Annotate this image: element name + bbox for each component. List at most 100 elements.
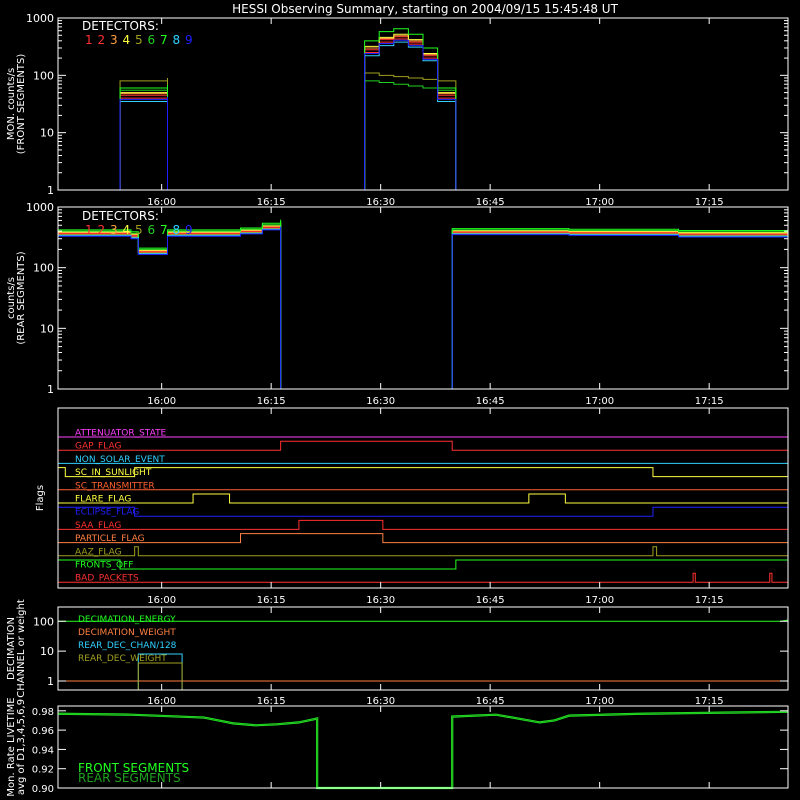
rear-series-det4: [451, 229, 789, 389]
y-tick-label: 1: [47, 383, 54, 396]
rear-series-det4: [58, 222, 282, 389]
y-axis-label: CHANNEL or weight: [16, 599, 27, 698]
x-tick-label: 17:15: [695, 197, 724, 208]
legend-detector-9: 9: [185, 223, 193, 237]
front-series-det2: [119, 92, 168, 190]
y-tick-label: 10: [40, 645, 54, 658]
rear-series-det2: [451, 231, 789, 389]
y-axis-label: MON. counts/s: [6, 68, 17, 140]
rear-series-det2: [58, 224, 282, 389]
y-axis-label: (FRONT SEGMENTS): [16, 54, 27, 155]
front-series-det1: [364, 38, 457, 190]
rear-series-det1: [58, 225, 282, 389]
y-tick-label: 1000: [26, 201, 54, 214]
y-tick-label: 100: [33, 262, 54, 275]
decimation-panel-frame: [57, 606, 789, 691]
flag-label: AAZ_FLAG: [75, 547, 122, 557]
front-series-det3: [364, 35, 457, 190]
rear-series-det6: [58, 221, 282, 389]
front-series-det2: [364, 36, 457, 190]
rear-series-det9: [451, 234, 789, 389]
y-axis-label: DECIMATION: [6, 617, 17, 680]
flag-trace-eclipse_flag: [57, 506, 789, 517]
flag-trace-sc_in_sunlight: [57, 467, 788, 478]
decimation-series-3: [58, 662, 788, 691]
legend-detector-2: 2: [98, 33, 106, 47]
x-tick-label: 16:45: [476, 696, 505, 707]
flag-trace-fronts_off: [57, 559, 789, 570]
y-tick-label: 0.96: [32, 726, 54, 737]
flag-label: NON_SOLAR_EVENT: [75, 455, 165, 465]
livetime-legend-item: FRONT SEGMENTS: [78, 761, 189, 775]
rear-panel-frame: [57, 206, 789, 390]
flag-label: FRONTS_OFF: [75, 561, 133, 571]
x-tick-label: 16:00: [147, 396, 176, 407]
y-tick-label: 10: [40, 322, 54, 335]
y-tick-label: 0.94: [32, 745, 54, 756]
rear-series-det3: [58, 223, 282, 389]
flag-trace-gap_flag: [58, 440, 788, 451]
flag-label: SC_TRANSMITTER: [75, 481, 155, 491]
front-series-det9: [364, 39, 457, 190]
flag-label: ECLIPSE_FLAG: [75, 508, 139, 518]
front-series-det8: [119, 98, 168, 190]
figure-title: HESSI Observing Summary, starting on 200…: [232, 2, 618, 16]
front-series-det4: [364, 33, 457, 190]
flag-trace-bad_packets: [58, 572, 788, 583]
y-tick-label: 100: [33, 615, 54, 628]
legend-detector-6: 6: [148, 33, 156, 47]
legend-detector-1: 1: [85, 223, 93, 237]
front-series-det3: [119, 91, 168, 190]
rear-series-det9: [58, 226, 282, 389]
y-tick-label: 1000: [26, 12, 54, 25]
y-axis-label: counts/s: [6, 277, 17, 319]
y-axis-label: Flags: [35, 485, 46, 511]
x-tick-label: 16:45: [476, 595, 505, 606]
legend-detector-4: 4: [123, 223, 131, 237]
x-tick-label: 16:00: [147, 595, 176, 606]
legend-detector-6: 6: [148, 223, 156, 237]
rear-series-det5: [451, 232, 789, 389]
y-tick-label: 1: [47, 675, 54, 688]
x-tick-label: 16:15: [257, 696, 286, 707]
x-tick-label: 16:00: [147, 197, 176, 208]
flag-label: SC_IN_SUNLIGHT: [75, 468, 152, 478]
front-series-det9: [119, 96, 168, 190]
legend-detector-5: 5: [135, 33, 143, 47]
legend-detector-2: 2: [98, 223, 106, 237]
rear-series-det8: [451, 233, 789, 389]
decimation-legend-item: DECIMATION_WEIGHT: [78, 628, 176, 638]
x-tick-label: 16:30: [366, 197, 395, 208]
x-tick-label: 16:15: [257, 197, 286, 208]
x-tick-label: 16:15: [257, 396, 286, 407]
legend-detector-5: 5: [135, 223, 143, 237]
flag-trace-aaz_flag: [58, 546, 788, 557]
y-tick-label: 0.98: [32, 707, 54, 718]
legend-detector-8: 8: [173, 33, 181, 47]
x-tick-label: 17:00: [585, 396, 614, 407]
flag-label: FLARE_FLAG: [75, 495, 131, 505]
legend-detector-8: 8: [173, 223, 181, 237]
front-series-det6: [119, 87, 168, 190]
flags-panel-frame: [57, 407, 789, 589]
x-tick-label: 16:30: [366, 595, 395, 606]
y-tick-label: 0.92: [32, 765, 54, 776]
legend-detector-3: 3: [110, 223, 118, 237]
x-tick-label: 17:00: [585, 595, 614, 606]
front-series-det7: [119, 84, 168, 190]
rear-series-det7: [58, 219, 282, 389]
y-tick-label: 0.90: [32, 784, 54, 795]
flag-label: SAA_FLAG: [75, 521, 121, 531]
x-tick-label: 16:15: [257, 595, 286, 606]
decimation-legend-item: DECIMATION_ENERGY: [78, 615, 176, 625]
flag-trace-flare_flag: [58, 493, 788, 504]
legend-detector-7: 7: [160, 223, 168, 237]
flag-label: ATTENUATOR_STATE: [75, 429, 167, 439]
flag-label: GAP_FLAG: [75, 442, 121, 452]
legend-detector-7: 7: [160, 33, 168, 47]
front-panel-frame: [57, 17, 789, 191]
front-series-det8: [364, 41, 457, 190]
front-series-det4: [119, 90, 168, 190]
